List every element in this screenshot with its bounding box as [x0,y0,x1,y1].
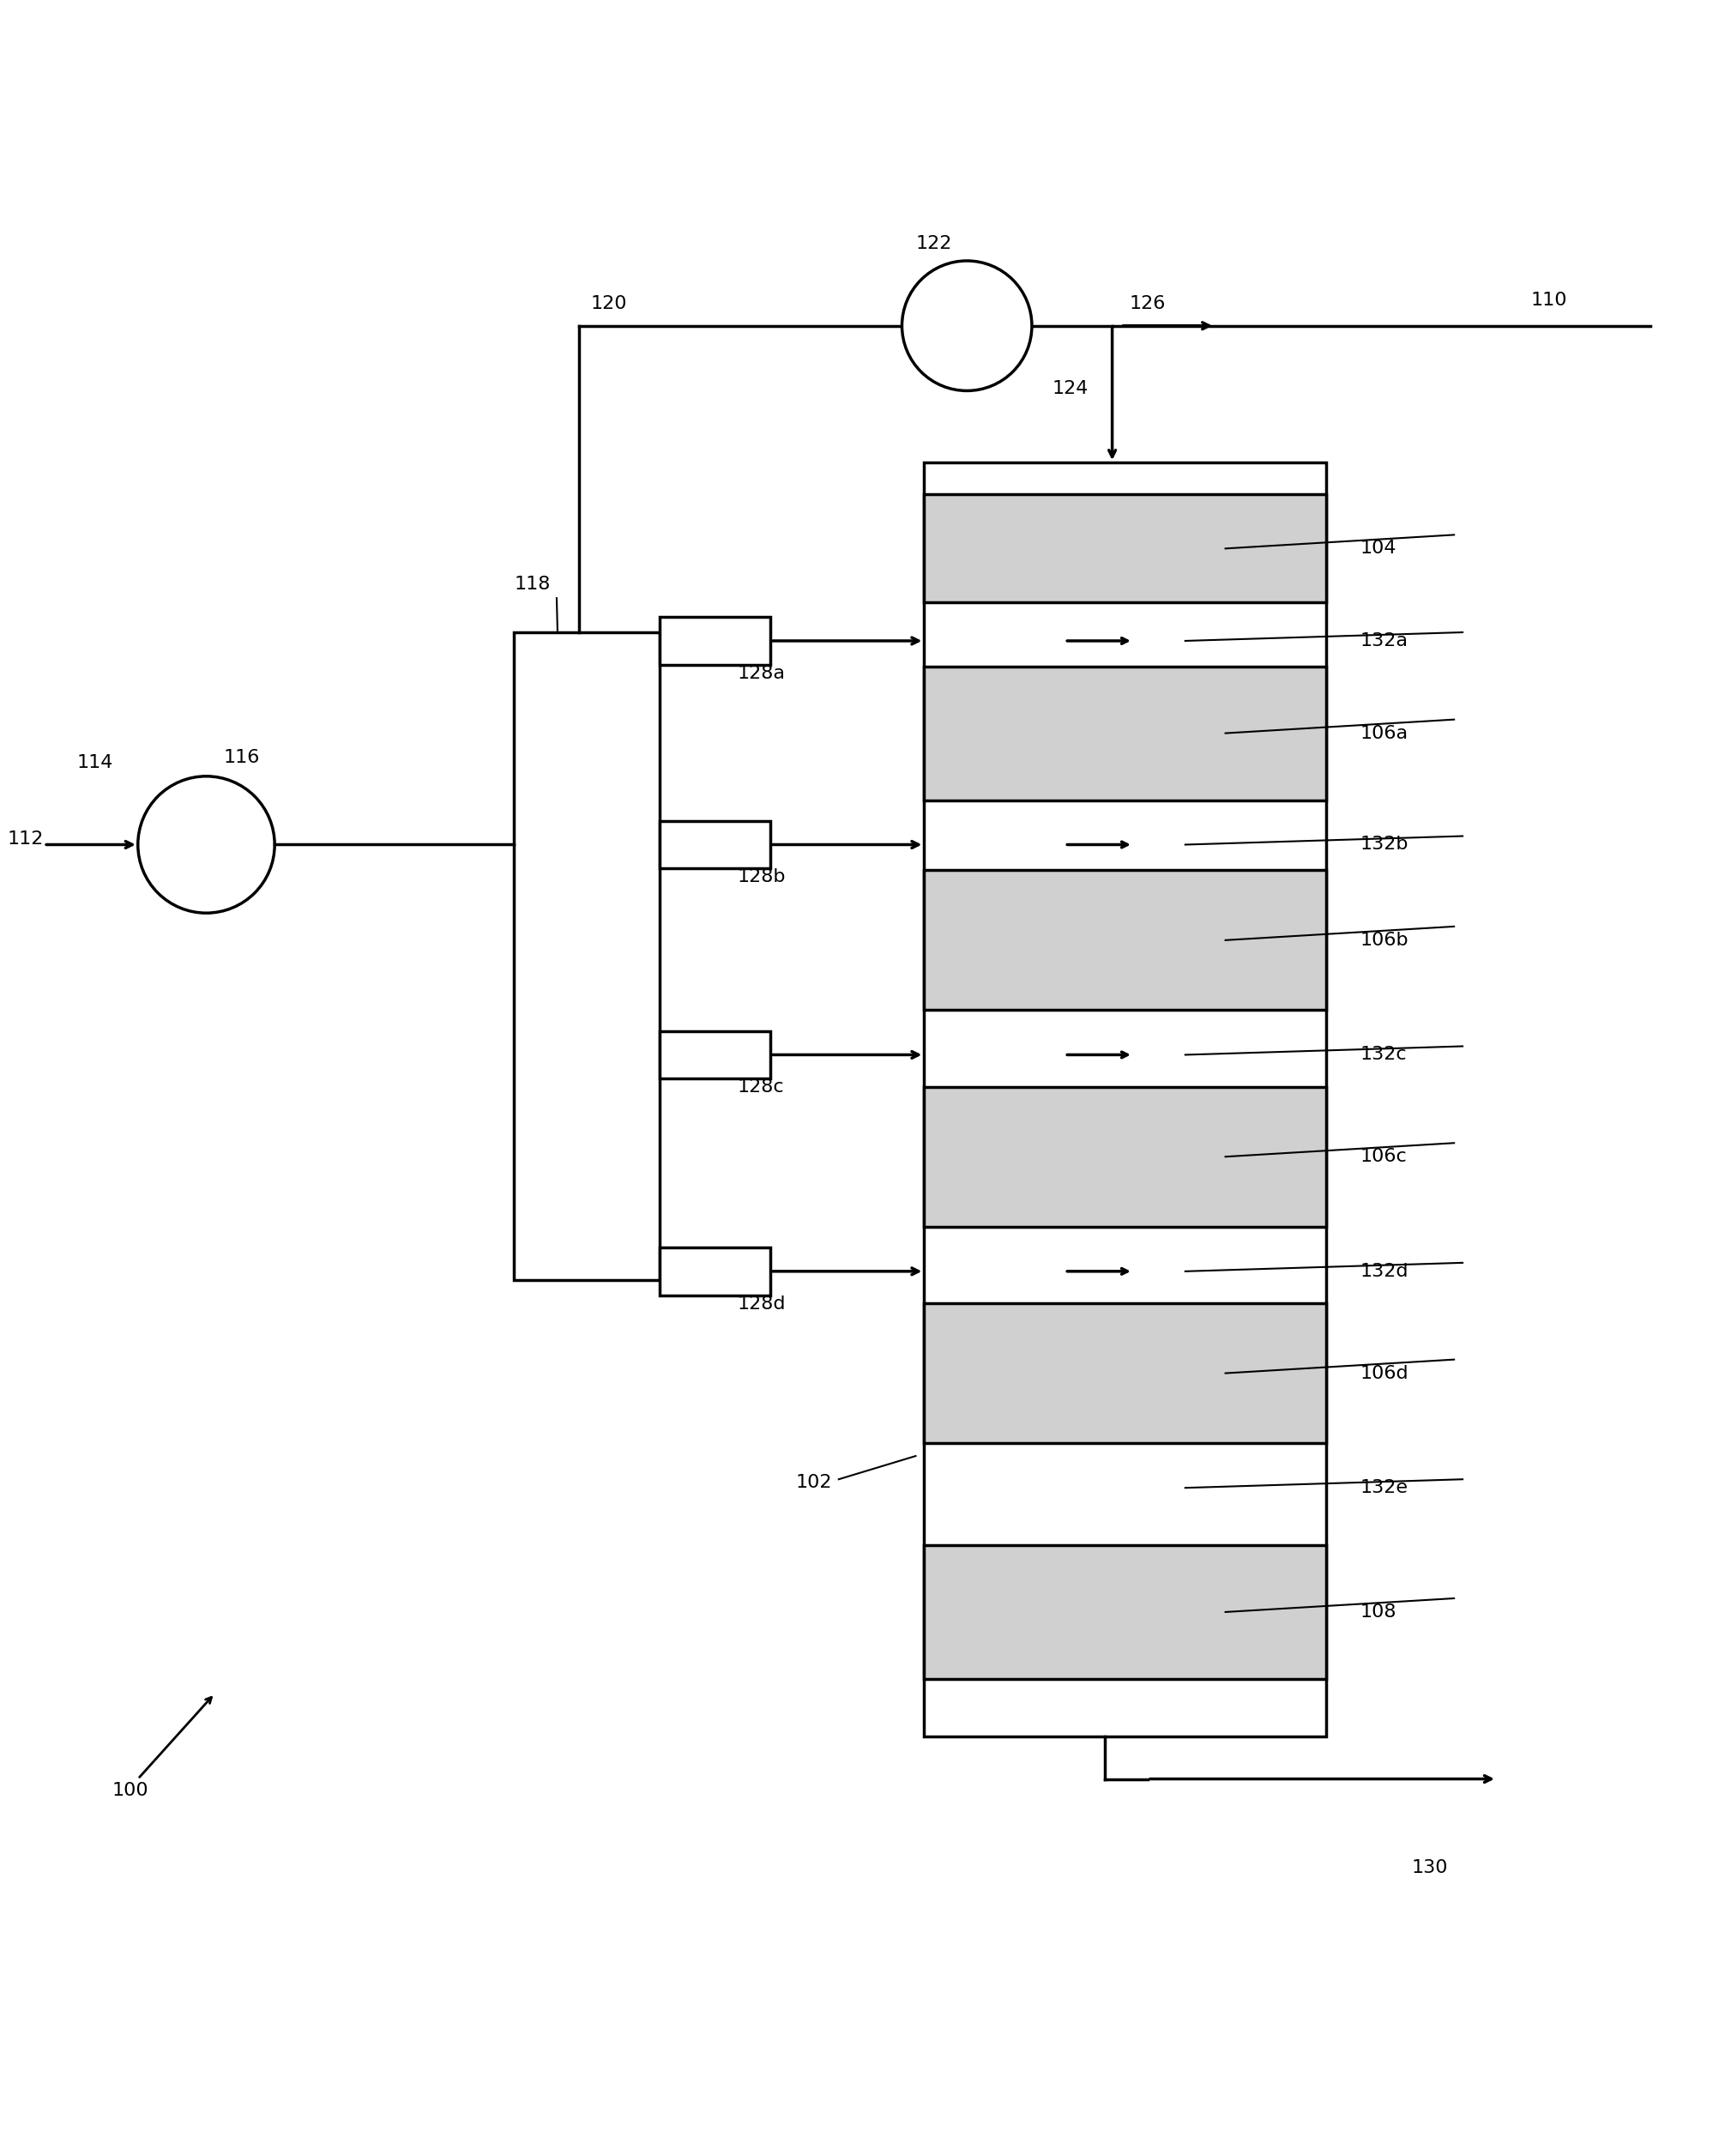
Text: 124: 124 [1052,379,1088,397]
Text: 100: 100 [112,1783,150,1800]
Text: 132a: 132a [1360,632,1408,649]
Text: 128d: 128d [737,1296,786,1313]
Bar [925,464,1325,1736]
Bar [660,821,770,869]
Bar [925,494,1325,604]
Bar [925,1546,1325,1680]
Bar [925,666,1325,800]
Text: 130: 130 [1411,1858,1447,1876]
Circle shape [902,261,1031,390]
Bar [925,1087,1325,1227]
Text: 106d: 106d [1360,1365,1408,1382]
Bar [660,1031,770,1078]
Circle shape [138,776,275,912]
Text: 106a: 106a [1360,724,1408,742]
Text: 120: 120 [591,295,627,313]
Text: 128a: 128a [737,664,786,681]
Text: 128c: 128c [737,1078,784,1095]
Text: 112: 112 [7,830,45,847]
Text: 102: 102 [796,1475,832,1492]
Text: 132d: 132d [1360,1263,1408,1281]
Text: 106c: 106c [1360,1149,1408,1164]
Text: 132b: 132b [1360,837,1408,854]
Text: 132e: 132e [1360,1479,1408,1496]
Text: 128b: 128b [737,869,786,886]
Text: 116: 116 [223,748,260,765]
Bar [925,1302,1325,1442]
Text: 114: 114 [77,755,113,772]
Bar [660,1248,770,1296]
Bar [660,617,770,664]
Text: 118: 118 [514,576,550,593]
Text: 110: 110 [1532,291,1568,308]
Text: 132c: 132c [1360,1046,1406,1063]
Text: 122: 122 [916,235,952,252]
Bar [514,632,660,1281]
Text: 108: 108 [1360,1604,1396,1621]
Text: 106b: 106b [1360,931,1408,949]
Text: 104: 104 [1360,539,1396,556]
Bar [925,871,1325,1011]
Text: 126: 126 [1129,295,1165,313]
